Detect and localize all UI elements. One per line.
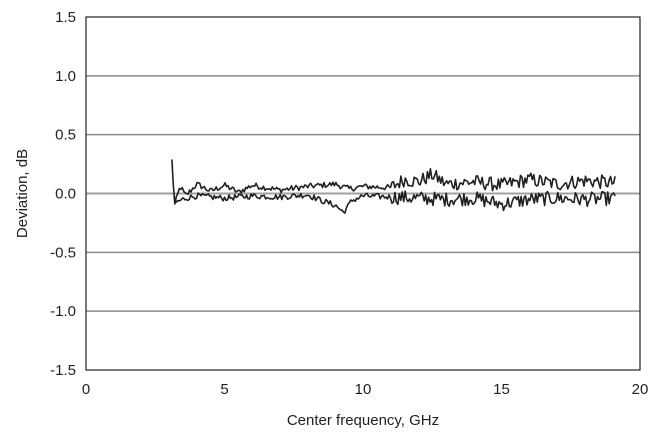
x-tick-label: 15 xyxy=(493,381,510,398)
series-line-2 xyxy=(174,190,616,214)
x-tick-label: 5 xyxy=(220,381,228,398)
y-tick-label: 1.0 xyxy=(55,68,76,85)
series-line-1 xyxy=(171,159,616,205)
x-axis-title: Center frequency, GHz xyxy=(287,412,439,429)
y-axis-title: Deviation, dB xyxy=(14,149,31,238)
y-tick-label: 1.5 xyxy=(55,9,76,26)
x-tick-label: 10 xyxy=(355,381,372,398)
y-tick-label: 0.5 xyxy=(55,127,76,144)
x-tick-label: 0 xyxy=(82,381,90,398)
x-tick-labels: 0 5 10 15 20 xyxy=(82,381,649,398)
y-tick-label: -1.0 xyxy=(50,303,76,320)
y-tick-labels: 1.5 1.0 0.5 0.0 -0.5 -1.0 -1.5 xyxy=(50,9,76,379)
x-tick-label: 20 xyxy=(632,381,649,398)
y-tick-label: 0.0 xyxy=(55,186,76,203)
y-tick-label: -1.5 xyxy=(50,362,76,379)
plot-frame xyxy=(85,16,641,371)
y-tick-label: -0.5 xyxy=(50,244,76,261)
series-group xyxy=(171,159,616,214)
